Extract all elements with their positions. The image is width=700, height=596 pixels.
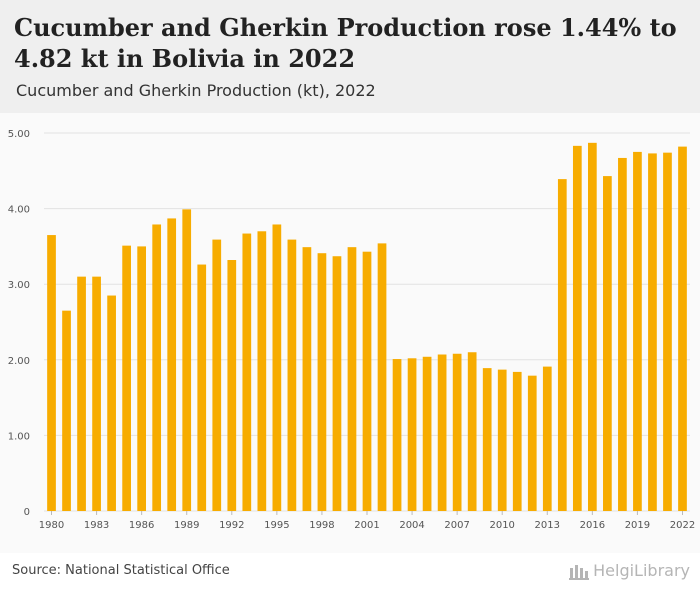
bar <box>47 235 56 511</box>
x-tick-label: 2004 <box>399 520 424 531</box>
logo-text: HelgiLibrary <box>593 561 690 580</box>
y-tick-label: 3.00 <box>8 280 30 291</box>
x-tick-label: 2010 <box>489 520 514 531</box>
page-title: Cucumber and Gherkin Production rose 1.4… <box>14 13 677 73</box>
bar <box>633 151 642 511</box>
bar <box>542 366 552 511</box>
x-tick-label: 1983 <box>84 520 109 531</box>
bar <box>512 371 522 511</box>
bar <box>648 153 657 512</box>
bar <box>92 276 101 511</box>
x-tick-label: 2013 <box>535 520 560 531</box>
bar <box>317 253 327 512</box>
bar <box>422 356 432 511</box>
x-tick-label: 1986 <box>129 520 154 531</box>
bar <box>242 233 252 511</box>
bar <box>167 218 177 511</box>
bar <box>362 251 372 511</box>
bar <box>527 375 537 511</box>
y-tick-label: 4.00 <box>8 205 30 216</box>
bar <box>603 176 612 512</box>
bar <box>287 239 297 511</box>
bar <box>62 310 71 511</box>
bar-chart: 0 1.00 2.00 3.00 4.00 5.00 1980 1983 1986 1989 199… <box>8 129 695 531</box>
x-tick-label: 1992 <box>219 520 244 531</box>
x-tick-label: 1989 <box>174 520 199 531</box>
bar <box>407 358 417 511</box>
x-tick-label: 1995 <box>264 520 289 531</box>
bar <box>452 353 462 511</box>
x-tick-label: 2007 <box>444 520 469 531</box>
y-tick-label: 5.00 <box>8 129 30 140</box>
x-tick-label: 2001 <box>354 520 379 531</box>
bar <box>482 368 492 511</box>
bar <box>392 359 402 511</box>
bar <box>122 245 131 512</box>
bar <box>663 152 672 511</box>
bar <box>377 243 387 511</box>
source-note: Source: National Statistical Office <box>12 563 230 578</box>
x-tick-label: 2022 <box>670 520 695 531</box>
bar <box>347 247 357 511</box>
bar <box>107 295 116 511</box>
bar <box>497 369 507 511</box>
x-tick-label: 2019 <box>625 520 650 531</box>
library-logo-icon <box>569 564 590 580</box>
y-tick-label: 0 <box>24 507 30 518</box>
header: Cucumber and Gherkin Production rose 1.4… <box>0 0 700 113</box>
bar <box>557 179 567 511</box>
y-tick-label: 2.00 <box>8 356 30 367</box>
bar <box>197 264 207 511</box>
helgi-library-logo[interactable]: HelgiLibrary <box>569 561 690 580</box>
bar <box>332 256 342 511</box>
x-tick-label: 1980 <box>39 520 64 531</box>
bar <box>618 157 627 511</box>
bar <box>212 239 222 511</box>
bar <box>272 224 282 511</box>
bar <box>467 352 477 511</box>
x-tick-label: 1998 <box>309 520 334 531</box>
bar <box>678 146 687 511</box>
bar <box>77 276 86 511</box>
bar <box>182 209 192 511</box>
bar <box>227 260 237 511</box>
bar <box>152 224 162 511</box>
bar <box>437 354 447 511</box>
bar <box>257 231 267 511</box>
x-tick-label: 2016 <box>580 520 605 531</box>
bar <box>302 247 312 511</box>
bar <box>572 145 582 512</box>
y-tick-label: 1.00 <box>8 431 30 442</box>
chart-subtitle: Cucumber and Gherkin Production (kt), 20… <box>16 81 376 100</box>
bar <box>587 142 597 511</box>
bar <box>137 246 147 511</box>
